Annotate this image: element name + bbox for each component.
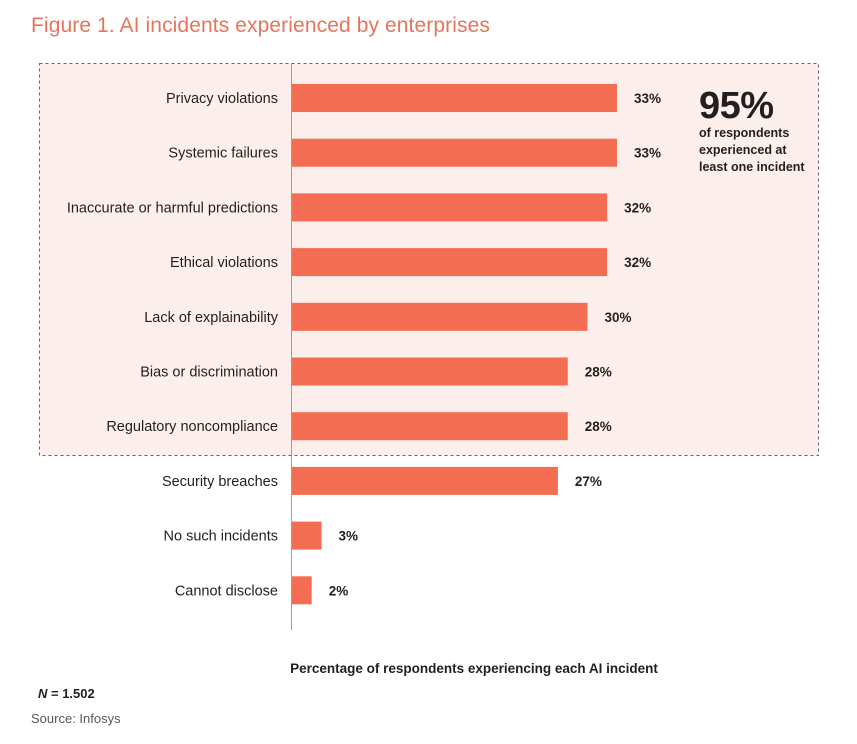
sample-size: N = 1.502 <box>38 686 95 701</box>
value-label: 30% <box>604 310 631 325</box>
x-axis-label: Percentage of respondents experiencing e… <box>290 661 658 676</box>
bars-group: Privacy violations 33% Systemic failures 33… <box>67 84 661 605</box>
value-label: 3% <box>339 529 359 544</box>
bar <box>292 138 617 167</box>
sample-size-label: N <box>38 686 48 701</box>
category-label: Ethical violations <box>170 255 278 271</box>
value-label: 28% <box>585 419 612 434</box>
bar <box>292 302 588 331</box>
value-label: 33% <box>634 91 661 106</box>
value-label: 32% <box>624 200 651 215</box>
value-label: 27% <box>575 474 602 489</box>
sample-size-value: = 1.502 <box>47 686 95 701</box>
bar <box>292 357 568 386</box>
bar <box>292 248 608 277</box>
category-label: Inaccurate or harmful predictions <box>67 200 278 216</box>
value-label: 32% <box>624 255 651 270</box>
bar <box>292 84 617 112</box>
value-label: 33% <box>634 146 661 161</box>
bar <box>292 193 608 222</box>
value-label: 28% <box>585 365 612 380</box>
category-label: Lack of explainability <box>144 310 279 326</box>
figure-title: Figure 1. AI incidents experienced by en… <box>31 14 490 37</box>
callout-line-2: experienced at <box>699 143 787 157</box>
callout-line-1: of respondents <box>699 126 790 140</box>
category-label: Systemic failures <box>168 146 278 162</box>
category-label: No such incidents <box>164 529 278 545</box>
value-label: 2% <box>329 583 349 598</box>
bar <box>292 521 322 550</box>
category-label: Cannot disclose <box>175 583 278 599</box>
bar <box>292 412 568 441</box>
source-note: Source: Infosys <box>31 711 121 726</box>
bar <box>292 466 558 495</box>
category-label: Security breaches <box>162 474 278 490</box>
bar <box>292 576 312 605</box>
category-label: Privacy violations <box>166 91 278 107</box>
callout-text: of respondents experienced at least one … <box>699 125 819 176</box>
callout-line-3: least one incident <box>699 160 805 174</box>
category-label: Regulatory noncompliance <box>106 419 278 435</box>
callout-box: 95% of respondents experienced at least … <box>699 84 819 176</box>
callout-value: 95% <box>699 85 774 127</box>
category-label: Bias or discrimination <box>140 365 278 381</box>
